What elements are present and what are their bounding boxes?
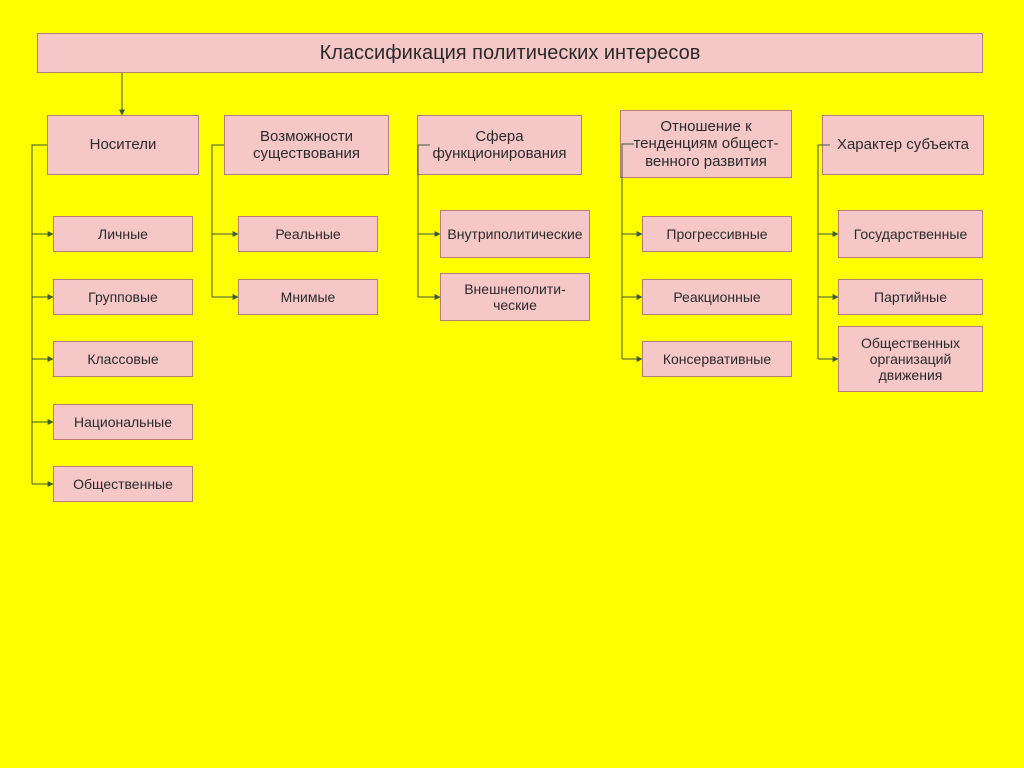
category-4-label: Характер субъекта [837,136,969,153]
item-0-4: Общественные [53,466,193,502]
item-0-1-label: Групповые [88,289,158,305]
item-4-13: Партийные [838,279,983,315]
item-1-6: Мнимые [238,279,378,315]
diagram-title: Классификация политических интересов [37,33,983,73]
item-3-10-label: Реакционные [673,289,760,305]
item-3-11: Консервативные [642,341,792,377]
item-4-14-label: Общественных организаций движения [843,335,978,383]
item-2-7-label: Внутриполити­ческие [447,226,582,242]
category-4: Характер субъекта [822,115,984,175]
category-2-label: Сфера функционирования [422,128,577,163]
category-1-label: Возможности существования [229,128,384,163]
category-0: Носители [47,115,199,175]
item-0-0-label: Личные [98,226,148,242]
item-4-14: Общественных организаций движения [838,326,983,392]
item-0-1: Групповые [53,279,193,315]
item-3-9-label: Прогрессивные [666,226,767,242]
item-1-5-label: Реальные [275,226,340,242]
item-0-4-label: Общественные [73,476,173,492]
item-1-6-label: Мнимые [281,289,336,305]
item-2-7: Внутриполити­ческие [440,210,590,258]
item-1-5: Реальные [238,216,378,252]
item-4-12: Государствен­ные [838,210,983,258]
category-3: Отношение к тенденциям общест­венного ра… [620,110,792,178]
category-3-label: Отношение к тенденциям общест­венного ра… [625,118,787,170]
category-0-label: Носители [90,136,157,153]
item-2-8-label: Внешнеполити­ческие [445,281,585,313]
item-0-2-label: Классовые [87,351,158,367]
item-4-13-label: Партийные [874,289,947,305]
item-0-2: Классовые [53,341,193,377]
category-1: Возможности существования [224,115,389,175]
item-3-10: Реакционные [642,279,792,315]
item-0-3: Национальные [53,404,193,440]
item-3-11-label: Консервативные [663,351,771,367]
item-4-12-label: Государствен­ные [854,226,968,242]
item-3-9: Прогрессивные [642,216,792,252]
item-0-3-label: Национальные [74,414,172,430]
category-2: Сфера функционирования [417,115,582,175]
item-2-8: Внешнеполити­ческие [440,273,590,321]
item-0-0: Личные [53,216,193,252]
diagram-title-text: Классификация политических интересов [320,42,701,65]
